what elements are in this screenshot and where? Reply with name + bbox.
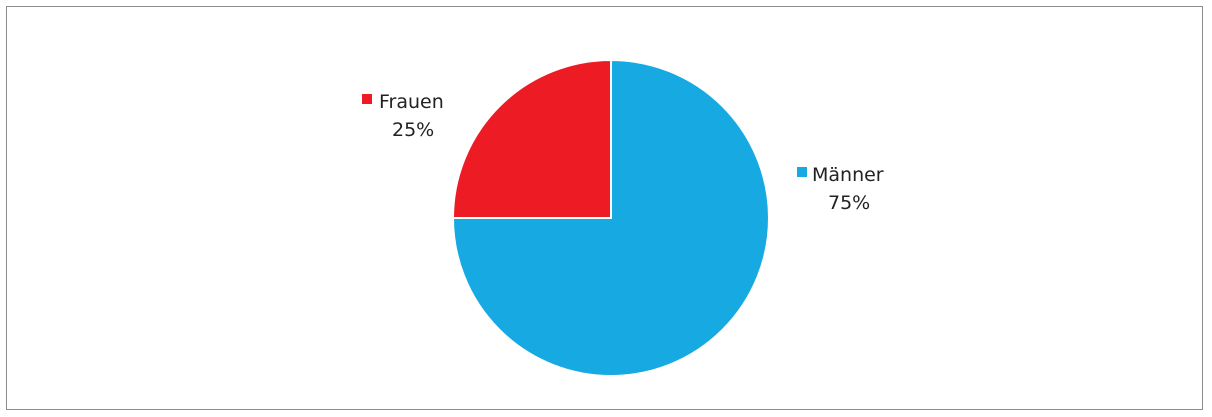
slice-percent-frauen: 25% xyxy=(392,119,434,141)
pie-slice-frauen xyxy=(451,58,612,219)
slice-name-männer: Männer xyxy=(812,164,884,186)
legend-marker-männer xyxy=(797,167,807,177)
slice-name-frauen: Frauen xyxy=(379,91,444,113)
legend-marker-frauen xyxy=(362,94,372,104)
slice-percent-männer: 75% xyxy=(828,192,870,214)
